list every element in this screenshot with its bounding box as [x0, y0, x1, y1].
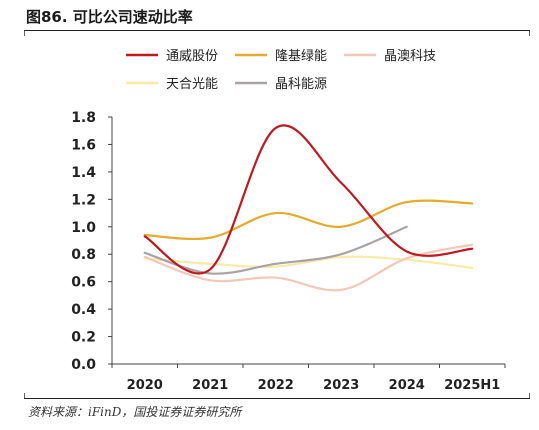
series-line-1 — [143, 124, 474, 275]
y-tick-label: 1.4 — [71, 165, 96, 181]
bottom-rule — [24, 398, 530, 399]
rule-tick-bottom-left — [24, 393, 25, 398]
rule-tick-bottom-right — [529, 393, 530, 398]
y-tick-label: 0.8 — [71, 247, 96, 263]
y-tick-label: 0.2 — [71, 330, 96, 346]
series-line-3 — [143, 243, 474, 292]
series-line-2 — [143, 199, 474, 241]
x-tick-label: 2022 — [258, 378, 294, 393]
y-tick-label: 0.6 — [71, 275, 96, 291]
source-note: 资料来源：iFinD，国投证券证券研究所 — [28, 405, 242, 419]
legend-label: 晶科能源 — [275, 77, 327, 92]
series-line-4 — [143, 255, 474, 270]
series-line-5 — [143, 225, 408, 275]
y-tick-label: 0.0 — [71, 357, 96, 373]
y-tick-label: 0.4 — [71, 302, 96, 318]
x-tick-label: 2024 — [389, 378, 425, 393]
y-tick-label: 1.0 — [71, 220, 96, 236]
rule-tick-right — [529, 31, 530, 36]
x-tick-label: 2023 — [323, 378, 359, 393]
top-rule — [24, 30, 530, 31]
x-tick-label: 2021 — [192, 378, 228, 393]
rule-tick-left — [24, 31, 25, 36]
figure-title: 图86. 可比公司速动比率 — [26, 8, 193, 26]
x-tick-label: 2025H1 — [444, 378, 500, 393]
x-tick-label: 2020 — [127, 378, 163, 393]
series-lines — [143, 124, 474, 292]
legend-label: 天合光能 — [166, 77, 218, 92]
legend-label: 晶澳科技 — [384, 48, 436, 64]
legend-label: 通威股份 — [166, 49, 218, 64]
axes: 0.0 0.2 0.4 0.6 0.8 1.0 1.2 1.4 1.6 1.8 2020 2021 20… — [71, 110, 506, 393]
legend-label: 隆基绿能 — [275, 49, 327, 64]
y-tick-label: 1.2 — [71, 192, 96, 208]
y-tick-label: 1.8 — [71, 110, 96, 126]
y-tick-label: 1.6 — [71, 137, 96, 153]
